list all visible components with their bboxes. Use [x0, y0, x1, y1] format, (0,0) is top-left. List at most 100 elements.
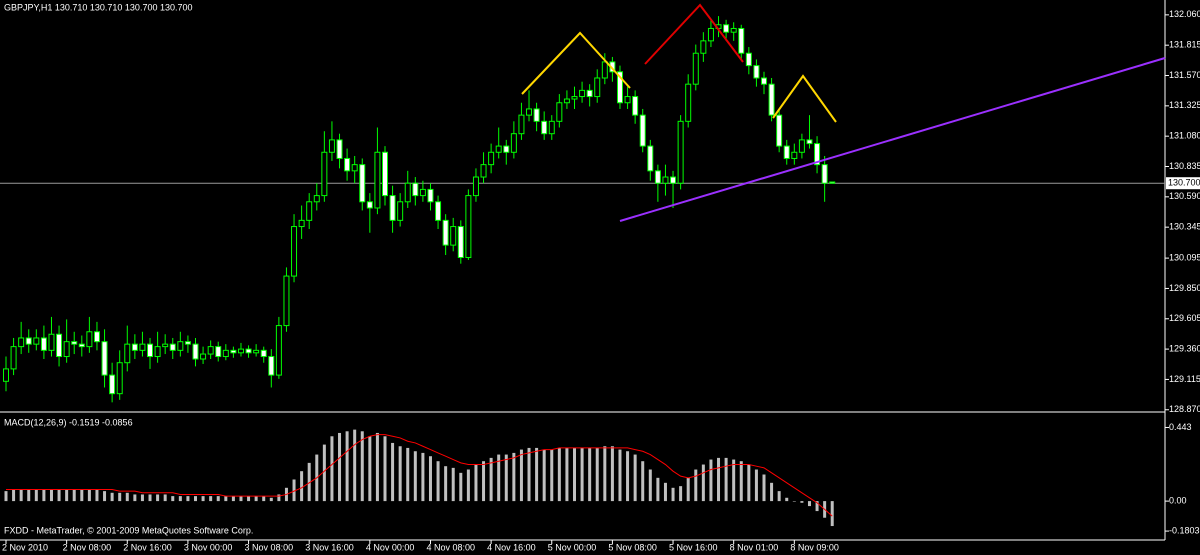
histogram-bar [216, 496, 220, 502]
y-tick-label: 0.00 [1169, 495, 1187, 505]
candle-body [93, 331, 100, 343]
histogram-bar [103, 491, 107, 502]
bid-label: 130.700 [1168, 178, 1200, 188]
histogram-bar [694, 469, 698, 502]
candle-body [109, 374, 116, 395]
candle-body [821, 164, 828, 184]
histogram-bar [27, 489, 31, 502]
candle-body [472, 176, 479, 197]
histogram-bar [785, 497, 789, 502]
histogram-bar [686, 477, 690, 502]
histogram-bar [421, 452, 425, 502]
histogram-bar [671, 487, 675, 502]
histogram-bar [656, 477, 660, 502]
candle-body [253, 349, 260, 354]
candle-body [616, 71, 623, 104]
candle-body [374, 151, 381, 209]
candle-body [10, 346, 17, 370]
candle-body [336, 139, 343, 159]
histogram-bar [762, 474, 766, 502]
y-tick-label: 131.080 [1169, 131, 1200, 141]
candle-body [306, 201, 313, 221]
histogram-bar [406, 447, 410, 502]
histogram-bar [398, 446, 402, 502]
candle-body [397, 201, 404, 221]
plot: 132.060 131.815 131.570 131.325 131.080 130.8… [0, 9, 1200, 552]
histogram-bar [57, 489, 61, 502]
histogram-bar [807, 501, 811, 507]
histogram-bar [580, 447, 584, 502]
histogram-bar [717, 457, 721, 502]
histogram-bar [42, 489, 46, 502]
candle-body [723, 24, 730, 33]
histogram-bar [428, 456, 432, 502]
x-tick-label: 2 Nov 16:00 [123, 542, 172, 552]
candle-body [457, 226, 464, 258]
candle-body [730, 27, 737, 33]
histogram-bar [504, 454, 508, 502]
y-tick-label: 132.060 [1169, 9, 1200, 19]
candle-body [465, 195, 472, 258]
histogram-bar [770, 482, 774, 502]
candle-body [419, 188, 426, 197]
y-tick-label: 129.360 [1169, 343, 1200, 353]
histogram-bar [277, 494, 281, 502]
y-tick-label: 0.443 [1169, 422, 1192, 432]
chart-title: GBPJPY,H1 130.710 130.710 130.700 130.70… [4, 2, 193, 12]
histogram-bar [815, 501, 819, 512]
histogram-bar [497, 454, 501, 502]
candle-body [200, 353, 207, 360]
histogram-bar [519, 449, 523, 502]
y-tick-label: 130.835 [1169, 161, 1200, 171]
candle-body [579, 89, 586, 98]
x-tick-label: 2 Nov 08:00 [63, 542, 112, 552]
candle-body [450, 226, 457, 246]
candle-body [700, 40, 707, 54]
histogram-bar [87, 489, 91, 502]
histogram-bar [618, 449, 622, 502]
candle-body [328, 139, 335, 153]
histogram-bar [482, 461, 486, 502]
candle-body [662, 176, 669, 184]
histogram-bar [739, 461, 743, 502]
histogram-bar [133, 494, 137, 502]
histogram-bar [224, 496, 228, 502]
histogram-bar [535, 447, 539, 502]
candle-body [25, 337, 32, 345]
candle-body [707, 27, 714, 42]
candle-body [798, 139, 805, 153]
indicator-title: MACD(12,26,9) -0.1519 -0.0856 [4, 417, 133, 427]
y-tick-label: 129.605 [1169, 313, 1200, 323]
candle-body [692, 52, 699, 85]
candle-body [382, 151, 388, 197]
candle-body [526, 108, 533, 116]
x-tick-label: 3 Nov 16:00 [305, 542, 354, 552]
candle-body [548, 120, 555, 135]
histogram-bar [307, 462, 311, 502]
histogram-bar [413, 451, 417, 502]
candle-body [685, 83, 692, 122]
candle-body [571, 96, 578, 100]
candle-body [48, 333, 55, 351]
candle-body [586, 89, 593, 98]
histogram-bar [262, 496, 266, 502]
candle-body [192, 343, 199, 360]
candle-body [351, 164, 358, 172]
candle-body [601, 61, 608, 79]
histogram-bar [178, 496, 182, 502]
histogram-bar [34, 489, 38, 502]
histogram-bar [709, 459, 713, 502]
candle-body [313, 195, 320, 203]
histogram-bar [72, 489, 76, 502]
y-tick-label: 128.870 [1169, 404, 1200, 414]
x-tick-label: 8 Nov 01:00 [730, 542, 779, 552]
histogram-bar [444, 466, 448, 502]
candle-body [147, 343, 154, 358]
histogram-bar [140, 494, 144, 502]
histogram-bar [80, 489, 84, 502]
candle-body [154, 346, 161, 358]
y-tick-label: 131.815 [1169, 40, 1200, 50]
candle-body [435, 201, 442, 221]
histogram-bar [724, 457, 728, 502]
histogram-bar [436, 461, 440, 502]
